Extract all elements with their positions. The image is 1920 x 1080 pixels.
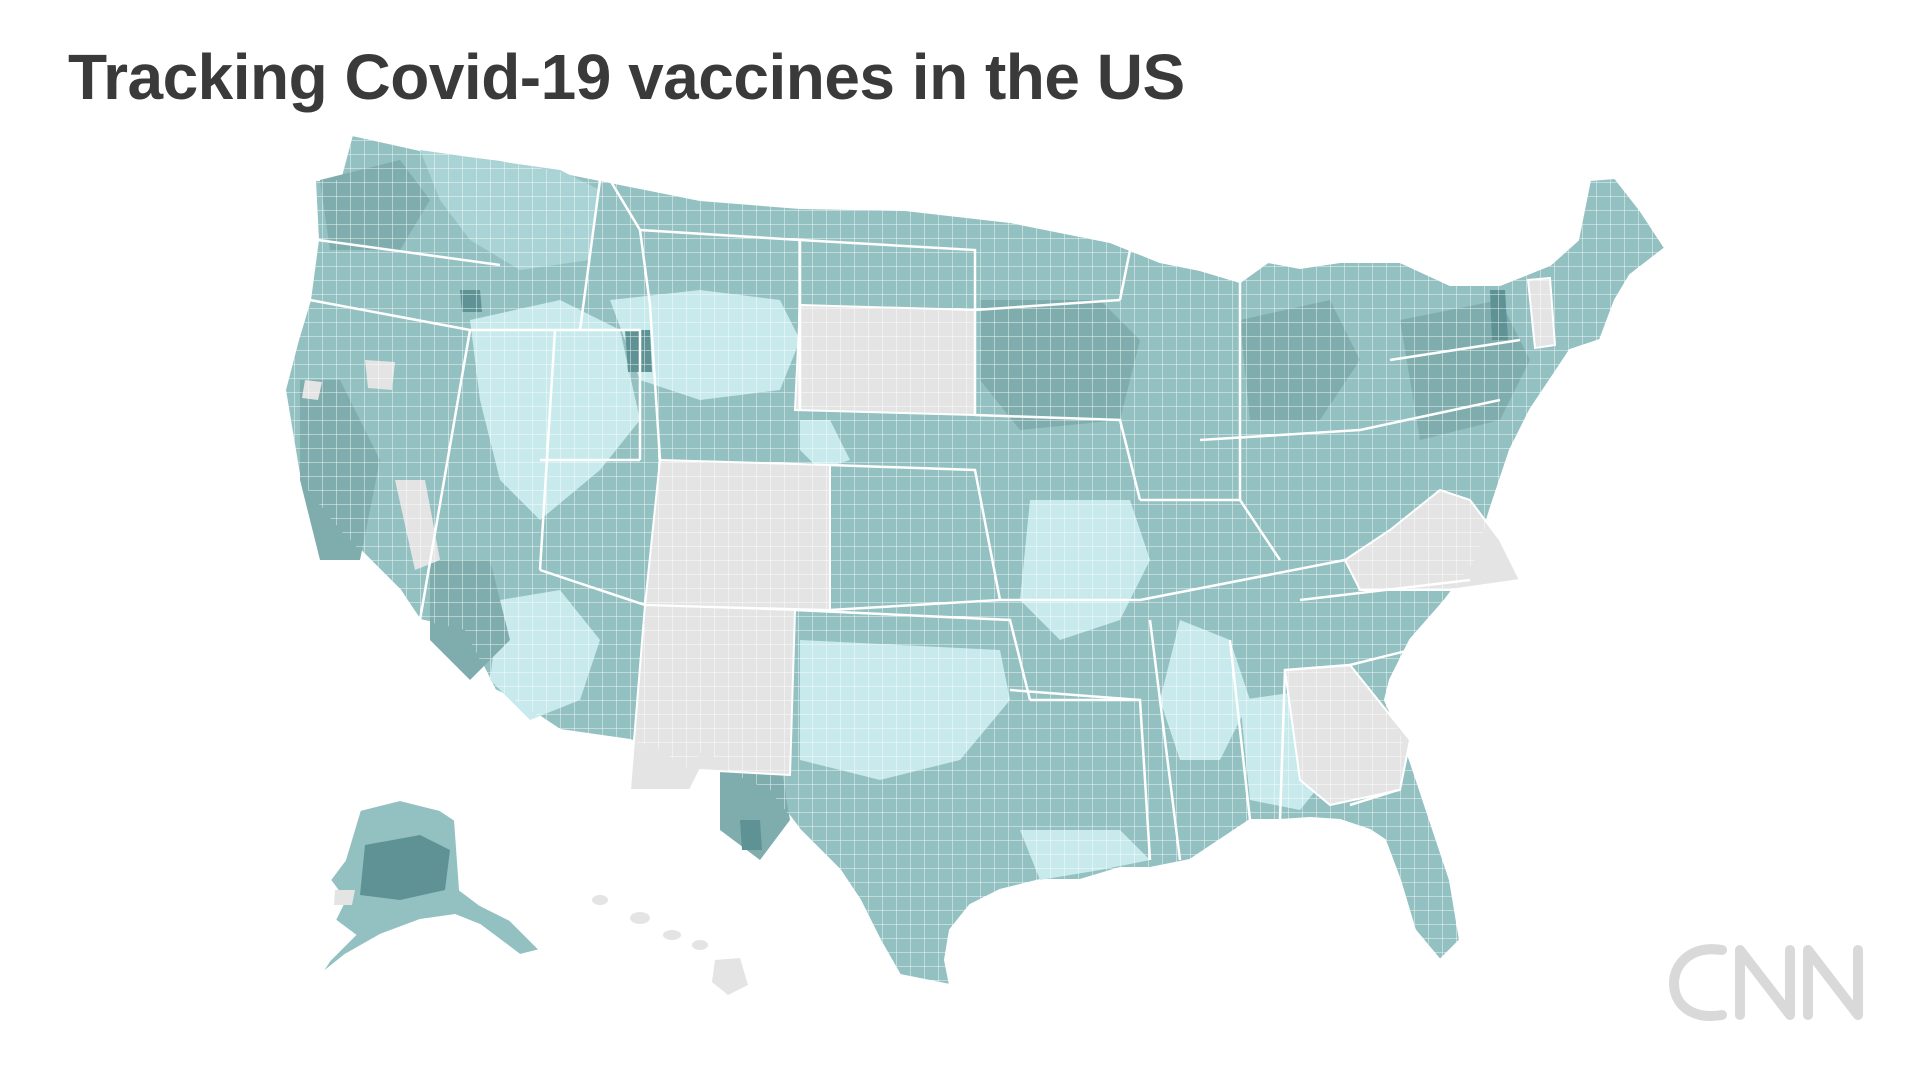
cnn-logo [1669, 944, 1863, 1021]
alaska-grey [334, 890, 355, 905]
alaska-dark [360, 835, 450, 900]
county-boundaries [285, 135, 1665, 985]
page-title: Tracking Covid-19 vaccines in the US [68, 41, 1185, 113]
hawaii-region [592, 895, 748, 995]
state-boundaries [309, 179, 1521, 861]
